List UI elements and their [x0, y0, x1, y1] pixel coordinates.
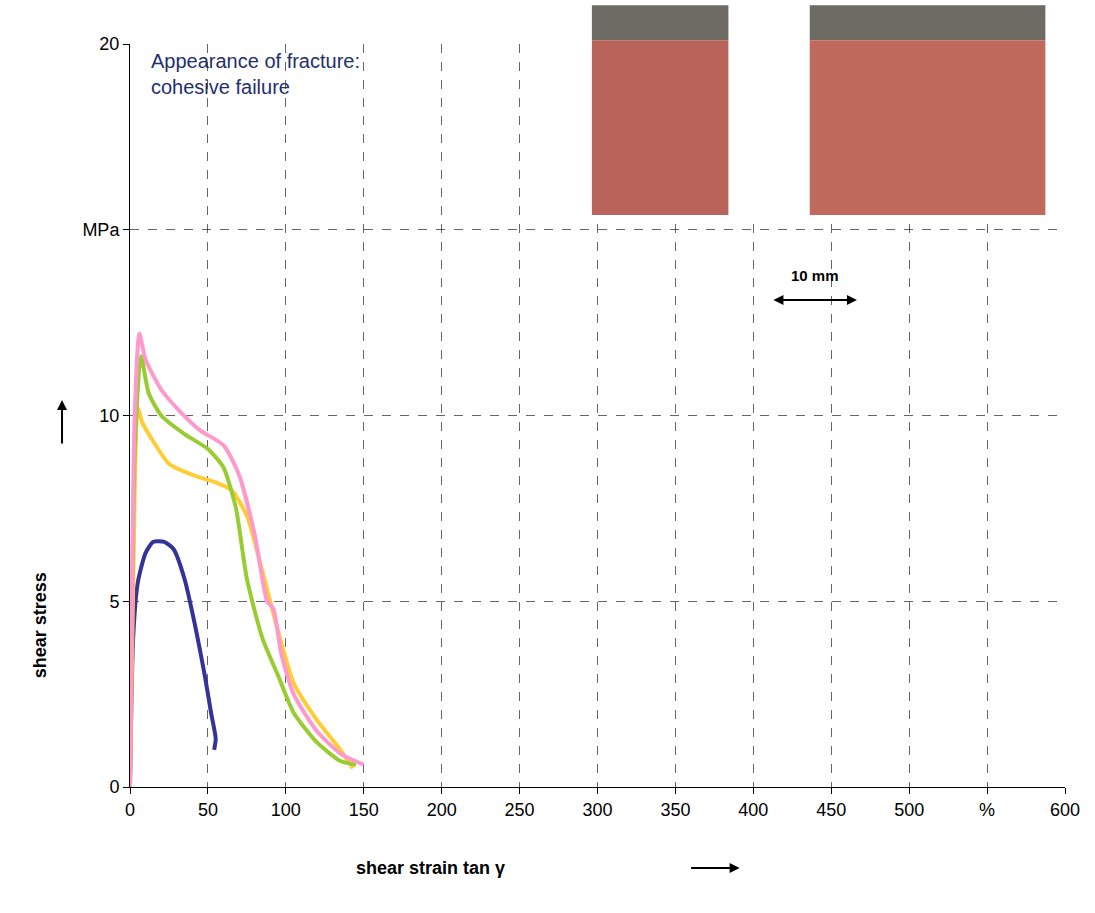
svg-text:100: 100	[271, 800, 301, 820]
svg-text:250: 250	[505, 800, 535, 820]
svg-text:0: 0	[109, 777, 119, 797]
svg-text:20: 20	[99, 34, 119, 54]
svg-text:600: 600	[1050, 800, 1080, 820]
svg-text:500: 500	[894, 800, 924, 820]
svg-text:450: 450	[816, 800, 846, 820]
svg-text:50: 50	[198, 800, 218, 820]
svg-text:10 mm: 10 mm	[791, 267, 839, 284]
svg-text:MPa: MPa	[82, 220, 120, 240]
svg-text:shear strain tan γ: shear strain tan γ	[356, 858, 505, 878]
svg-text:5: 5	[109, 592, 119, 612]
svg-text:Appearance of fracture:cohesiv: Appearance of fracture:cohesive failure	[151, 50, 360, 98]
svg-text:10: 10	[99, 406, 119, 426]
svg-text:shear stress: shear stress	[30, 572, 50, 678]
svg-text:400: 400	[738, 800, 768, 820]
svg-text:150: 150	[349, 800, 379, 820]
svg-text:300: 300	[582, 800, 612, 820]
svg-text:350: 350	[660, 800, 690, 820]
svg-text:0: 0	[125, 800, 135, 820]
svg-text:200: 200	[427, 800, 457, 820]
svg-text:%: %	[979, 800, 995, 820]
